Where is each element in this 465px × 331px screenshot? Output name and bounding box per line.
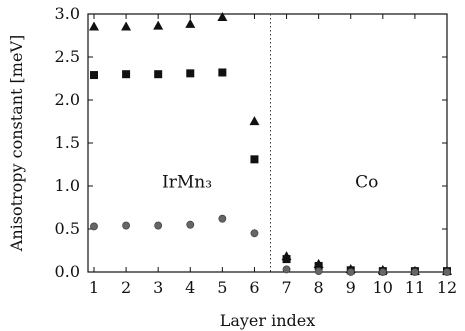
region-label-co: Co — [355, 173, 378, 193]
x-tick-label: 8 — [314, 278, 324, 297]
triangle-point — [153, 20, 164, 30]
triangle-point — [249, 116, 260, 126]
y-axis-label: Anisotropy constant [meV] — [7, 35, 26, 252]
square-point — [250, 155, 259, 164]
square-point — [90, 71, 98, 80]
y-tick-label: 1.0 — [55, 176, 80, 195]
square-point — [154, 70, 163, 79]
square-point — [186, 69, 195, 78]
circle-point — [346, 268, 355, 276]
x-tick-label: 6 — [249, 278, 259, 297]
circle-point — [186, 220, 195, 229]
circle-point — [378, 268, 387, 276]
y-tick-label: 2.0 — [55, 90, 80, 109]
x-tick-label: 11 — [405, 278, 425, 297]
y-tick-label: 3.0 — [55, 4, 80, 23]
x-tick-label: 9 — [346, 278, 356, 297]
circle-point — [282, 265, 291, 274]
plot-frame — [87, 13, 448, 273]
x-tick-label: 1 — [89, 278, 99, 297]
x-tick-label: 5 — [217, 278, 227, 297]
circle-point — [218, 214, 227, 223]
x-tick-label: 3 — [153, 278, 163, 297]
triangle-point — [89, 21, 99, 31]
x-tick-label: 12 — [437, 278, 457, 297]
x-tick-label: 4 — [185, 278, 195, 297]
triangle-point — [185, 18, 196, 28]
x-tick-label: 2 — [121, 278, 131, 297]
x-tick-label: 10 — [373, 278, 393, 297]
triangle-point — [217, 12, 228, 22]
square-point — [218, 68, 227, 77]
circle-point — [154, 221, 163, 230]
y-tick-label: 0.5 — [55, 219, 80, 238]
y-tick-label: 2.5 — [55, 47, 80, 66]
square-point — [122, 70, 131, 79]
triangle-point — [121, 21, 132, 31]
circle-point — [411, 268, 419, 276]
circle-point — [90, 222, 98, 231]
x-axis-label: Layer index — [220, 311, 316, 330]
circle-point — [314, 267, 323, 276]
y-tick-label: 0.0 — [55, 262, 80, 281]
square-point — [314, 261, 323, 270]
x-tick-label: 7 — [281, 278, 291, 297]
y-tick-label: 1.5 — [55, 133, 80, 152]
circle-point — [250, 229, 259, 238]
region-label-irmn: IrMn₃ — [162, 173, 212, 193]
square-point — [282, 255, 291, 264]
circle-point — [122, 221, 130, 230]
circle-point — [443, 268, 451, 276]
